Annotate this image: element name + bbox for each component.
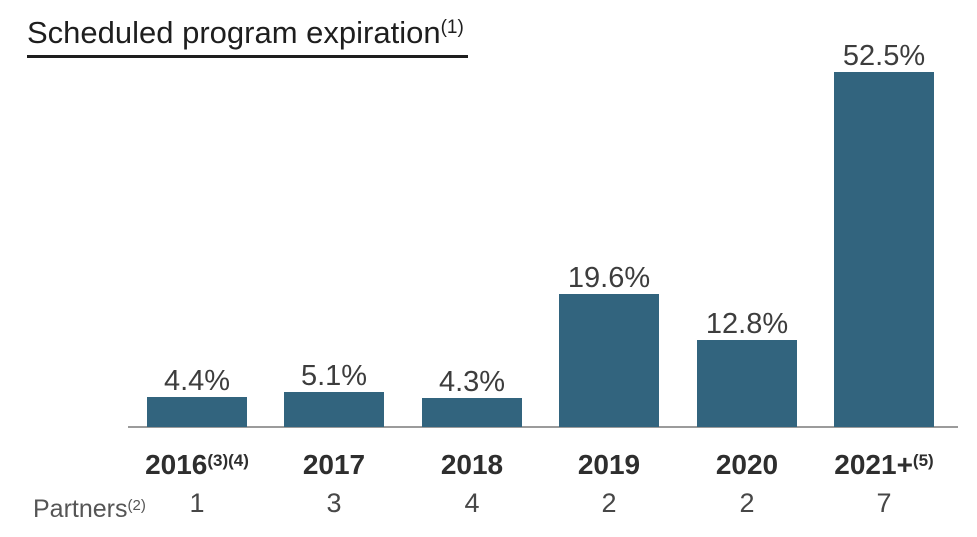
x-axis-label-text: 2021+ <box>834 449 913 480</box>
x-axis-label-2017: 2017 <box>234 446 434 480</box>
data-label-2019: 19.6% <box>567 262 651 294</box>
partners-count-2016: 1 <box>189 488 205 518</box>
partners-count-2020: 2 <box>739 488 755 518</box>
data-label-2018: 4.3% <box>438 366 506 398</box>
partners-row-label: Partners(2) <box>33 492 146 523</box>
x-axis-label-text: 2016 <box>145 449 208 480</box>
partners-count-2018: 4 <box>464 488 480 518</box>
data-label-2016: 4.4% <box>163 365 231 397</box>
partners-row-footnote-marker: (2) <box>127 497 146 514</box>
bar-2019 <box>559 294 659 427</box>
data-label-2020: 12.8% <box>705 308 789 340</box>
partners-count-2019: 2 <box>601 488 617 518</box>
x-axis-label-2021+: 2021+(5) <box>784 446 977 480</box>
x-axis-label-text: 2018 <box>440 449 504 480</box>
chart-title: Scheduled program expiration(1) <box>27 14 468 58</box>
x-axis-label-text: 2017 <box>302 449 366 480</box>
x-axis-label-text: 2019 <box>577 449 641 480</box>
data-label-2017: 5.1% <box>300 360 368 392</box>
x-axis-label-2016: 2016(3)(4) <box>97 446 297 480</box>
bar-2016 <box>147 397 247 427</box>
bar-2018 <box>422 398 522 427</box>
x-axis-label-2019: 2019 <box>509 446 709 480</box>
partners-count-2017: 3 <box>326 488 342 518</box>
x-axis-line <box>128 426 958 428</box>
x-axis-label-2020: 2020 <box>647 446 847 480</box>
data-label-2021+: 52.5% <box>842 40 926 72</box>
bar-2020 <box>697 340 797 427</box>
bar-2017 <box>284 392 384 427</box>
x-axis-label-text: 2020 <box>715 449 779 480</box>
partners-count-2021+: 7 <box>876 488 892 518</box>
x-axis-label-2018: 2018 <box>372 446 572 480</box>
partners-row-label-text: Partners <box>33 495 128 523</box>
chart-title-text: Scheduled program expiration <box>27 15 441 50</box>
x-axis-label-footnote-marker: (3)(4) <box>207 451 249 470</box>
x-axis-label-footnote-marker: (5) <box>912 451 934 470</box>
chart-title-footnote-marker: (1) <box>440 17 464 38</box>
bar-2021+ <box>834 72 934 427</box>
